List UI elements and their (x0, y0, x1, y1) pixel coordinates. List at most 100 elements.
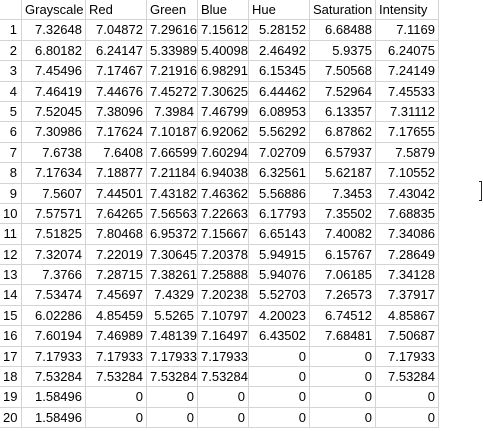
cell-intensity[interactable]: 7.17933 (376, 346, 439, 368)
cell-green[interactable]: 7.53284 (147, 367, 198, 388)
cell-blue[interactable]: 5.40098 (198, 40, 249, 62)
row-number[interactable]: 9 (0, 183, 22, 204)
cell-intensity[interactable]: 7.17655 (376, 122, 439, 143)
cell-blue[interactable]: 0 (198, 387, 249, 408)
cell-intensity[interactable]: 7.37917 (376, 285, 439, 306)
cell-saturation[interactable]: 7.50568 (310, 61, 376, 82)
cell-grayscale[interactable]: 7.46419 (22, 81, 86, 102)
cell-saturation[interactable]: 6.68488 (310, 20, 376, 41)
cell-blue[interactable]: 7.22663 (198, 203, 249, 225)
cell-hue[interactable]: 5.56886 (249, 183, 310, 204)
cell-intensity[interactable]: 7.28649 (376, 244, 439, 266)
cell-red[interactable]: 7.04872 (86, 20, 147, 41)
cell-intensity[interactable]: 7.53284 (376, 367, 439, 388)
cell-intensity[interactable]: 7.34128 (376, 265, 439, 286)
column-header-intensity[interactable]: Intensity (376, 0, 439, 21)
cell-intensity[interactable]: 7.31112 (376, 101, 439, 123)
cell-red[interactable]: 0 (86, 387, 147, 408)
cell-green[interactable]: 7.43182 (147, 183, 198, 204)
row-number[interactable]: 20 (0, 407, 22, 429)
cell-blue[interactable]: 7.20378 (198, 244, 249, 266)
cell-red[interactable]: 7.6408 (86, 142, 147, 164)
cell-intensity[interactable]: 7.5879 (376, 142, 439, 164)
cell-hue[interactable]: 6.43502 (249, 326, 310, 347)
cell-green[interactable]: 0 (147, 387, 198, 408)
cell-grayscale[interactable]: 7.32074 (22, 244, 86, 266)
cell-red[interactable]: 7.17467 (86, 61, 147, 82)
cell-blue[interactable]: 6.98291 (198, 61, 249, 82)
cell-green[interactable]: 7.48139 (147, 326, 198, 347)
cell-intensity[interactable]: 7.1169 (376, 20, 439, 41)
cell-intensity[interactable]: 7.68835 (376, 203, 439, 225)
cell-saturation[interactable]: 7.26573 (310, 285, 376, 306)
row-number[interactable]: 11 (0, 224, 22, 245)
cell-blue[interactable]: 6.92062 (198, 122, 249, 143)
cell-intensity[interactable]: 7.50687 (376, 326, 439, 347)
row-number[interactable]: 6 (0, 122, 22, 143)
cell-hue[interactable]: 0 (249, 346, 310, 368)
cell-red[interactable]: 7.53284 (86, 367, 147, 388)
cell-hue[interactable]: 6.08953 (249, 101, 310, 123)
cell-blue[interactable]: 6.94038 (198, 163, 249, 184)
cell-green[interactable]: 7.29616 (147, 20, 198, 41)
cell-blue[interactable]: 7.53284 (198, 367, 249, 388)
cell-blue[interactable]: 7.16497 (198, 326, 249, 347)
row-number[interactable]: 2 (0, 40, 22, 62)
cell-hue[interactable]: 4.20023 (249, 305, 310, 327)
row-number[interactable]: 7 (0, 142, 22, 164)
cell-green[interactable]: 7.38261 (147, 265, 198, 286)
cell-grayscale[interactable]: 7.52045 (22, 101, 86, 123)
cell-green[interactable]: 5.33989 (147, 40, 198, 62)
cell-red[interactable]: 6.24147 (86, 40, 147, 62)
cell-blue[interactable]: 7.15667 (198, 224, 249, 245)
cell-green[interactable]: 7.30645 (147, 244, 198, 266)
column-header-hue[interactable]: Hue (249, 0, 310, 21)
cell-hue[interactable]: 5.94076 (249, 265, 310, 286)
cell-hue[interactable]: 5.94915 (249, 244, 310, 266)
row-number[interactable]: 10 (0, 203, 22, 225)
row-number[interactable]: 14 (0, 285, 22, 306)
cell-intensity[interactable]: 0 (376, 407, 439, 429)
cell-grayscale[interactable]: 6.80182 (22, 40, 86, 62)
cell-grayscale[interactable]: 7.30986 (22, 122, 86, 143)
cell-red[interactable]: 7.17624 (86, 122, 147, 143)
cell-blue[interactable]: 7.30625 (198, 81, 249, 102)
cell-grayscale[interactable]: 1.58496 (22, 387, 86, 408)
column-header-saturation[interactable]: Saturation (310, 0, 376, 21)
cell-saturation[interactable]: 6.74512 (310, 305, 376, 327)
cell-intensity[interactable]: 7.43042 (376, 183, 439, 204)
cell-hue[interactable]: 0 (249, 387, 310, 408)
cell-saturation[interactable]: 6.15767 (310, 244, 376, 266)
cell-hue[interactable]: 6.15345 (249, 61, 310, 82)
cell-hue[interactable]: 0 (249, 407, 310, 429)
cell-blue[interactable]: 7.60294 (198, 142, 249, 164)
cell-blue[interactable]: 7.10797 (198, 305, 249, 327)
cell-grayscale[interactable]: 1.58496 (22, 407, 86, 429)
cell-saturation[interactable]: 7.52964 (310, 81, 376, 102)
cell-intensity[interactable]: 4.85867 (376, 305, 439, 327)
cell-intensity[interactable]: 6.24075 (376, 40, 439, 62)
cell-blue[interactable]: 7.46362 (198, 183, 249, 204)
cell-hue[interactable]: 6.32561 (249, 163, 310, 184)
cell-saturation[interactable]: 7.06185 (310, 265, 376, 286)
cell-saturation[interactable]: 0 (310, 367, 376, 388)
cell-blue[interactable]: 0 (198, 407, 249, 429)
cell-green[interactable]: 7.17933 (147, 346, 198, 368)
cell-hue[interactable]: 6.17793 (249, 203, 310, 225)
cell-intensity[interactable]: 7.24149 (376, 61, 439, 82)
row-number[interactable]: 5 (0, 101, 22, 123)
row-number[interactable]: 13 (0, 265, 22, 286)
cell-red[interactable]: 7.45697 (86, 285, 147, 306)
row-number[interactable]: 1 (0, 20, 22, 41)
cell-grayscale[interactable]: 7.57571 (22, 203, 86, 225)
cell-hue[interactable]: 6.44462 (249, 81, 310, 102)
row-number[interactable]: 15 (0, 305, 22, 327)
cell-red[interactable]: 7.28715 (86, 265, 147, 286)
row-number[interactable]: 4 (0, 81, 22, 102)
cell-saturation[interactable]: 7.40082 (310, 224, 376, 245)
column-header-grayscale[interactable]: Grayscale (22, 0, 86, 21)
cell-saturation[interactable]: 0 (310, 387, 376, 408)
cell-red[interactable]: 7.17933 (86, 346, 147, 368)
cell-intensity[interactable]: 0 (376, 387, 439, 408)
row-number[interactable]: 8 (0, 163, 22, 184)
